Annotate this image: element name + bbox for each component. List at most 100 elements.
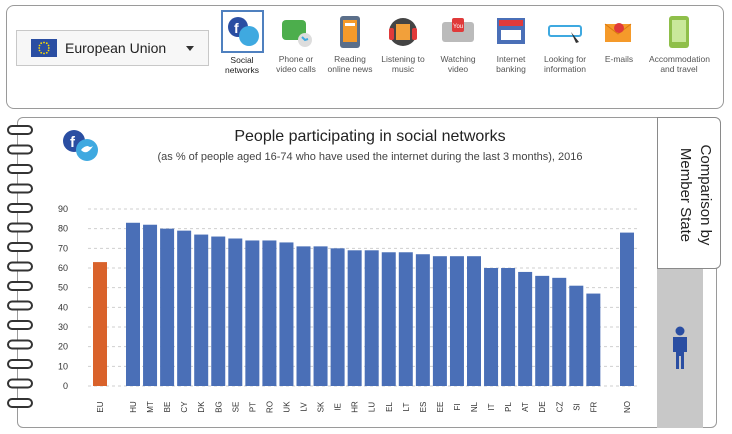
bar-no[interactable] [620,232,634,386]
category-label: Listening to music [381,54,425,74]
bar-it[interactable] [484,268,499,386]
email-icon [599,12,639,52]
bar-cz[interactable] [552,277,567,386]
y-tick-label: 0 [63,381,68,391]
bar-dk[interactable] [194,234,209,386]
category-video[interactable]: You Watching video [428,12,488,74]
category-email[interactable]: E-mails [589,12,649,64]
category-label: Reading online news [327,54,373,74]
y-tick-label: 60 [58,263,68,273]
x-tick-label: EL [385,402,394,412]
x-tick-label: UK [282,401,291,413]
bar-sk[interactable] [313,246,328,386]
side-tab-label-wrap: Comparison by Member State [657,117,721,269]
binder-ring [7,144,33,155]
x-tick-label: EU [96,401,105,412]
y-tick-label: 70 [58,243,68,253]
category-music[interactable]: Listening to music [373,12,433,74]
bar-se[interactable] [228,238,243,387]
bar-bg[interactable] [211,236,226,386]
bar-pt[interactable] [245,240,260,386]
bar-ro[interactable] [262,240,277,386]
country-dropdown[interactable]: European Union [16,30,209,66]
bar-lt[interactable] [398,252,413,386]
bar-el[interactable] [381,252,396,386]
y-tick-label: 30 [58,322,68,332]
bar-es[interactable] [415,254,430,386]
bar-lu[interactable] [364,250,379,386]
binder-ring [7,203,33,213]
y-tick-label: 20 [58,342,68,352]
x-tick-label: HR [351,401,360,413]
x-tick-label: DK [197,401,206,413]
x-tick-label: HU [129,401,138,413]
x-tick-label: LV [300,402,309,412]
category-social-networks[interactable]: f Social networks [212,10,272,75]
category-label: E-mails [604,54,634,64]
x-tick-label: SI [572,403,581,411]
person-icon[interactable] [670,326,690,370]
y-tick-label: 40 [58,302,68,312]
travel-icon [659,12,699,52]
bar-cy[interactable] [177,230,192,386]
binder-ring [7,222,33,233]
x-tick-label: MT [146,401,155,413]
x-tick-label: LT [402,403,411,412]
bar-uk[interactable] [279,242,294,386]
chart-subtitle: (as % of people aged 16-74 who have used… [157,151,583,163]
category-search-info[interactable]: Looking for information [535,12,595,74]
binder-ring [7,300,33,311]
binder-rings [7,125,33,408]
bar-lv[interactable] [296,246,311,386]
bar-hu[interactable] [126,222,140,386]
bar-si[interactable] [569,285,584,386]
bar-at[interactable] [518,271,533,386]
binder-ring [7,320,33,330]
x-tick-label: LU [368,402,377,412]
x-tick-label: NL [470,401,479,412]
binder-ring [7,125,33,135]
x-tick-label: PT [248,402,257,412]
binder-ring [7,398,33,408]
category-label: Social networks [224,55,259,75]
x-tick-label: AT [521,402,530,412]
bar-hr[interactable] [347,250,362,386]
x-tick-label: CY [180,401,189,413]
y-tick-label: 80 [58,224,68,234]
category-video-call[interactable]: Phone or video calls [266,12,326,74]
bar-be[interactable] [160,228,175,386]
svg-text:f: f [234,20,239,36]
x-tick-label: PL [504,402,513,412]
bar-eu[interactable] [93,262,107,386]
bar-nl[interactable] [467,256,481,386]
chart-title: People participating in social networks [234,128,506,145]
x-tick-label: SK [317,401,326,412]
bar-ie[interactable] [330,248,345,386]
x-tick-label: CZ [555,402,564,413]
category-label: Phone or video calls [276,54,316,74]
binder-ring [7,281,33,291]
binder-ring [7,242,33,252]
binder-ring [7,183,33,194]
tab-comparison-by-member-state[interactable] [657,117,721,269]
chevron-down-icon [186,46,194,51]
category-label: Accommodation and travel [649,54,710,74]
category-banking[interactable]: Internet banking [481,12,541,74]
bar-ee[interactable] [432,256,447,386]
bar-fi[interactable] [449,256,464,386]
music-icon [383,12,423,52]
category-label: Internet banking [496,54,526,74]
bar-mt[interactable] [143,224,158,386]
x-tick-label: DE [538,401,547,412]
bar-pl[interactable] [501,268,516,386]
social-networks-icon: f [220,10,264,53]
y-tick-label: 50 [58,283,68,293]
search-info-icon [545,12,585,52]
category-news[interactable]: Reading online news [320,12,380,74]
binder-ring [7,164,33,174]
bar-fr[interactable] [586,293,601,386]
category-travel[interactable]: Accommodation and travel [649,12,710,74]
y-tick-label: 10 [58,361,68,371]
bar-de[interactable] [535,275,550,386]
video-icon: You [438,12,478,52]
